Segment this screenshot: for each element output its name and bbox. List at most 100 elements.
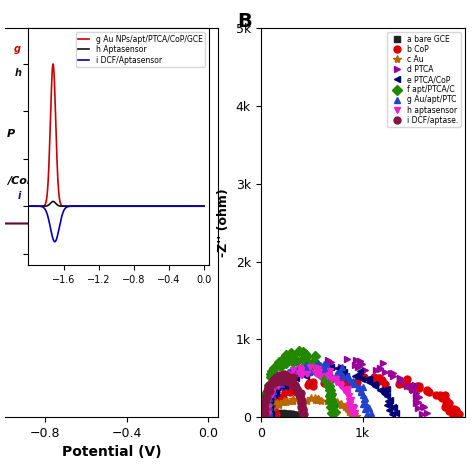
g Au/apt/PTC xyxy=(368,410,374,416)
e PTCA/CoP xyxy=(272,392,277,398)
Line: c Au: c Au xyxy=(258,394,360,420)
Line: g Au/apt/PTC: g Au/apt/PTC xyxy=(258,360,374,419)
Line: f apt/PTCA/C: f apt/PTCA/C xyxy=(258,348,338,419)
a bare GCE xyxy=(268,411,274,417)
b CoP xyxy=(377,375,383,381)
a bare GCE xyxy=(263,413,269,419)
e PTCA/CoP xyxy=(393,410,399,416)
Text: B: B xyxy=(237,12,252,31)
h aptasensor xyxy=(281,373,287,378)
c Au xyxy=(283,400,289,405)
Line: b CoP: b CoP xyxy=(258,373,463,419)
a bare GCE xyxy=(262,414,267,420)
i DCF/aptase. xyxy=(262,413,267,419)
f apt/PTCA/C xyxy=(329,410,335,416)
h aptasensor xyxy=(349,411,355,417)
Text: /CoP: /CoP xyxy=(7,176,35,186)
h aptasensor xyxy=(283,375,289,381)
i DCF/aptase. xyxy=(270,381,276,387)
h aptasensor xyxy=(264,413,270,419)
Text: g: g xyxy=(14,44,21,54)
i DCF/aptase. xyxy=(269,379,275,384)
f apt/PTCA/C xyxy=(302,351,308,356)
d PTCA xyxy=(267,412,273,418)
a bare GCE xyxy=(295,414,301,420)
g Au/apt/PTC xyxy=(269,391,275,396)
Legend: g Au NPs/apt/PTCA/CoP/GCE, h Aptasensor, i DCF/Aptasensor: g Au NPs/apt/PTCA/CoP/GCE, h Aptasensor,… xyxy=(76,32,205,67)
Line: a bare GCE: a bare GCE xyxy=(259,410,302,420)
g Au/apt/PTC xyxy=(315,361,321,366)
h aptasensor xyxy=(259,406,264,411)
Text: P: P xyxy=(7,129,15,139)
Text: i: i xyxy=(18,191,21,201)
g Au/apt/PTC xyxy=(365,411,370,417)
d PTCA xyxy=(357,358,363,364)
d PTCA xyxy=(301,369,307,375)
h aptasensor xyxy=(353,410,358,416)
h aptasensor xyxy=(315,366,320,372)
Line: e PTCA/CoP: e PTCA/CoP xyxy=(258,364,400,419)
b CoP xyxy=(306,381,311,386)
a bare GCE xyxy=(278,410,284,416)
b CoP xyxy=(269,413,275,419)
Y-axis label: -Z'' (ohm): -Z'' (ohm) xyxy=(217,188,230,257)
d PTCA xyxy=(298,366,303,372)
d PTCA xyxy=(258,404,264,410)
c Au xyxy=(264,414,270,419)
b CoP xyxy=(450,412,456,418)
c Au xyxy=(268,406,274,411)
i DCF/aptase. xyxy=(264,396,269,401)
h aptasensor xyxy=(307,365,313,370)
e PTCA/CoP xyxy=(258,406,264,411)
Line: h aptasensor: h aptasensor xyxy=(258,364,359,419)
b CoP xyxy=(259,407,264,413)
i DCF/aptase. xyxy=(301,411,307,417)
b CoP xyxy=(278,397,283,402)
f apt/PTCA/C xyxy=(297,348,302,354)
a bare GCE xyxy=(281,410,287,416)
f apt/PTCA/C xyxy=(278,363,283,369)
c Au xyxy=(282,398,287,404)
a bare GCE xyxy=(296,414,301,419)
c Au xyxy=(315,396,321,401)
i DCF/aptase. xyxy=(259,407,265,412)
h aptasensor xyxy=(268,392,273,398)
g Au/apt/PTC xyxy=(324,362,329,368)
c Au xyxy=(308,395,313,401)
b CoP xyxy=(456,411,462,417)
f apt/PTCA/C xyxy=(276,359,282,365)
e PTCA/CoP xyxy=(266,413,272,419)
e PTCA/CoP xyxy=(339,366,345,372)
i DCF/aptase. xyxy=(284,373,290,379)
d PTCA xyxy=(344,356,350,362)
f apt/PTCA/C xyxy=(263,412,269,418)
f apt/PTCA/C xyxy=(266,385,272,391)
e PTCA/CoP xyxy=(293,375,299,381)
i DCF/aptase. xyxy=(300,412,305,418)
e PTCA/CoP xyxy=(291,373,296,378)
c Au xyxy=(353,413,359,419)
g Au/apt/PTC xyxy=(259,405,264,410)
g Au/apt/PTC xyxy=(264,412,270,418)
X-axis label: Potential (V): Potential (V) xyxy=(62,446,161,459)
f apt/PTCA/C xyxy=(332,410,337,415)
g Au/apt/PTC xyxy=(287,373,292,378)
e PTCA/CoP xyxy=(328,365,334,370)
i DCF/aptase. xyxy=(281,372,287,377)
b CoP xyxy=(310,383,315,389)
c Au xyxy=(350,413,356,419)
Line: i DCF/aptase.: i DCF/aptase. xyxy=(259,371,307,419)
d PTCA xyxy=(274,389,280,394)
e PTCA/CoP xyxy=(389,411,395,417)
f apt/PTCA/C xyxy=(259,403,265,409)
g Au/apt/PTC xyxy=(285,369,291,375)
Line: d PTCA: d PTCA xyxy=(257,356,431,419)
Legend: a bare GCE, b CoP, c Au, d PTCA, e PTCA/CoP, f apt/PTCA/C, g Au/apt/PTC, h aptas: a bare GCE, b CoP, c Au, d PTCA, e PTCA/… xyxy=(387,32,461,127)
a bare GCE xyxy=(259,414,265,419)
a bare GCE xyxy=(269,411,274,417)
d PTCA xyxy=(419,411,425,417)
d PTCA xyxy=(425,410,430,416)
Text: h: h xyxy=(14,68,21,78)
b CoP xyxy=(361,374,366,380)
c Au xyxy=(259,411,265,417)
